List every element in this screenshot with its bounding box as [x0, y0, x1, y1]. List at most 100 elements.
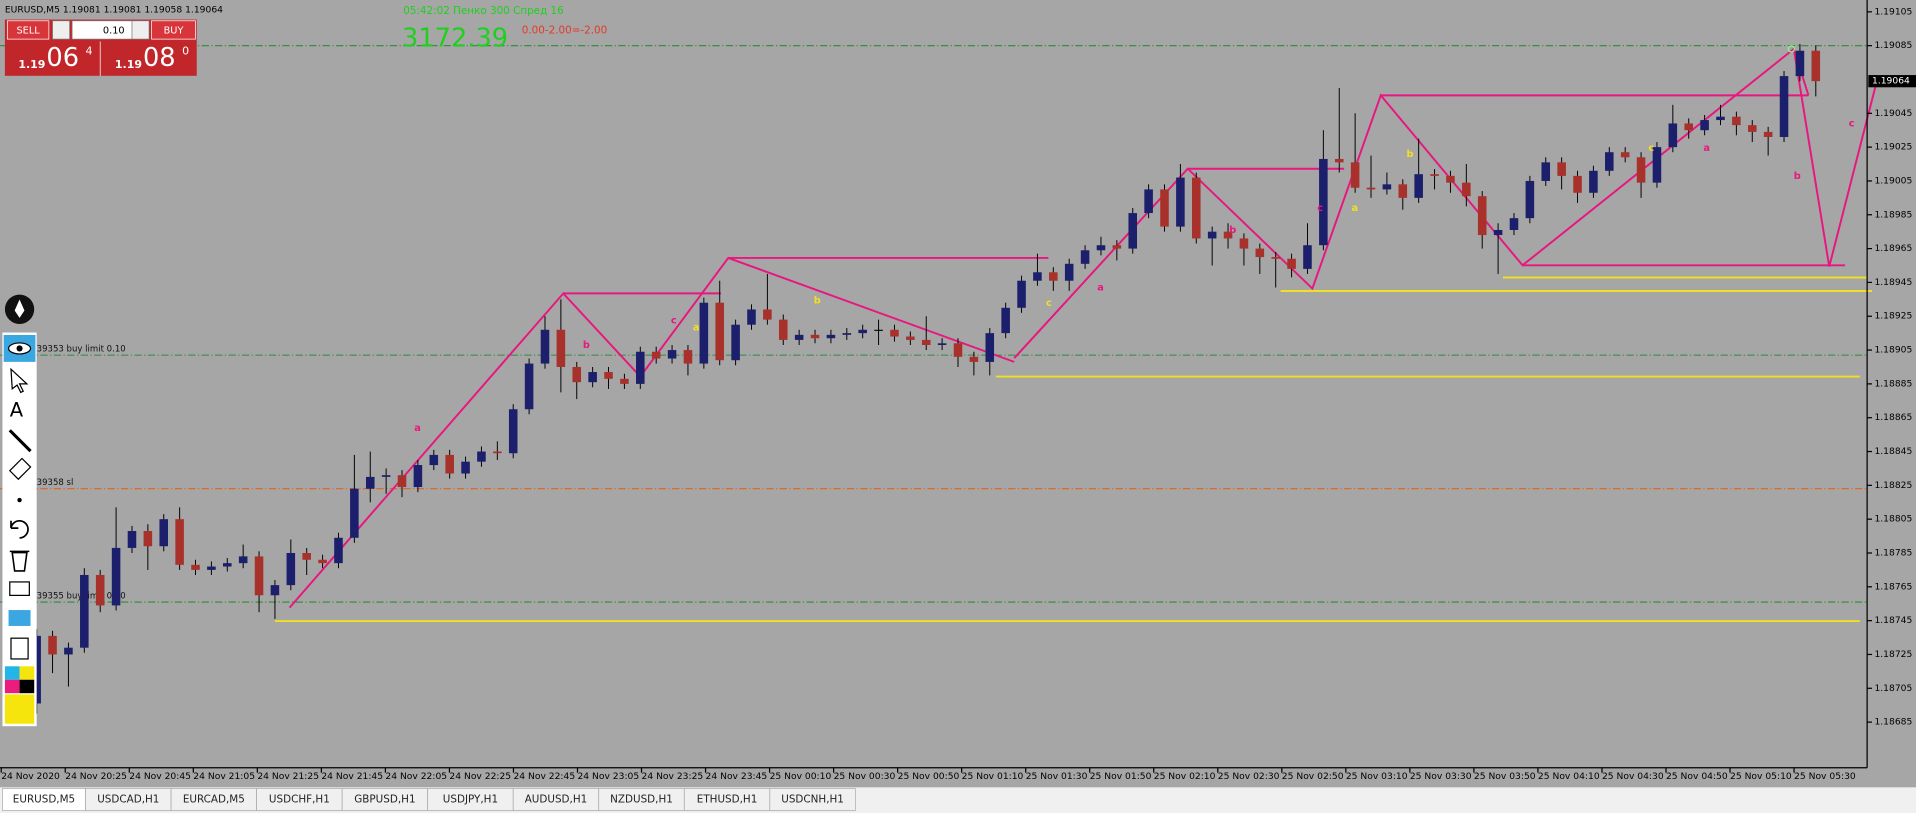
x-tick-label: 24 Nov 22:45 [513, 771, 575, 782]
x-tick-label: 25 Nov 03:30 [1410, 771, 1472, 782]
y-tick-label: 1.19025 [1874, 142, 1912, 153]
candle-body [302, 552, 311, 560]
color-cyan[interactable] [4, 666, 20, 680]
candle-body [1668, 123, 1678, 148]
candle-body [397, 475, 407, 488]
candle-body [810, 334, 820, 339]
candle-body [906, 336, 915, 340]
symbol-tab-label[interactable]: EURCAD,M5 [183, 794, 245, 806]
lot-value[interactable]: 0.10 [103, 26, 125, 37]
x-tick-label: 24 Nov 23:25 [642, 771, 704, 782]
symbol-tab-label[interactable]: USDCHF,H1 [269, 794, 330, 806]
candle-body [763, 309, 772, 320]
symbol-tab-label[interactable]: USDJPY,H1 [443, 794, 498, 806]
sell-button[interactable] [6, 20, 50, 40]
candle-body [477, 451, 486, 462]
candle-body [461, 461, 470, 474]
candle-body [1620, 152, 1630, 158]
bid-prefix: 1.19 [18, 58, 45, 71]
x-tick-label: 25 Nov 01:10 [962, 771, 1024, 782]
wave-label: a [693, 323, 700, 334]
candle-body [1207, 231, 1217, 239]
candle-body [1573, 175, 1582, 193]
lot-increase[interactable] [131, 20, 150, 40]
delete-tool[interactable] [9, 550, 30, 572]
x-tick-label: 25 Nov 00:50 [898, 771, 960, 782]
symbol-tab[interactable] [769, 788, 856, 811]
candle-body [1605, 152, 1614, 171]
symbol-tab-label[interactable]: EURUSD,M5 [13, 794, 75, 806]
x-tick-label: 24 Nov 2020 [1, 771, 60, 782]
sell-label[interactable]: SELL [16, 26, 40, 37]
candle-body [64, 647, 73, 655]
candle-body [1509, 218, 1519, 230]
candle-body [286, 552, 296, 586]
lot-decrease[interactable] [52, 20, 71, 40]
camera-tool[interactable] [8, 610, 31, 626]
buy-label[interactable]: BUY [164, 26, 184, 37]
candle-body [1430, 174, 1439, 176]
balance: 3172.39 [402, 24, 508, 54]
eraser-tool[interactable] [8, 457, 32, 481]
candle-body [1271, 257, 1280, 259]
cursor-tool[interactable] [10, 367, 29, 394]
candle-body [953, 343, 963, 357]
x-tick-label: 24 Nov 21:25 [257, 771, 319, 782]
candle-body [1811, 50, 1821, 82]
symbol-tab-label[interactable]: NZDUSD,H1 [610, 794, 673, 806]
candle-body [429, 454, 439, 466]
candle-body [1684, 123, 1693, 131]
candle-body [381, 475, 391, 477]
candle-body [1144, 189, 1153, 214]
color-magenta[interactable] [4, 679, 20, 694]
candle-body [524, 363, 534, 410]
symbol-tab-label[interactable]: USDCAD,H1 [97, 794, 159, 806]
candle-body [1779, 76, 1789, 137]
drawings [274, 47, 1877, 623]
candle-body [747, 309, 756, 325]
symbol-tab-label[interactable]: ETHUSD,H1 [697, 794, 758, 806]
candle-body [334, 537, 343, 564]
symbol-tab-label[interactable]: GBPUSD,H1 [354, 794, 415, 806]
y-tick-label: 1.18745 [1874, 615, 1912, 626]
line-tool[interactable] [8, 429, 32, 453]
candle-body [1652, 147, 1662, 183]
candle-body [1223, 231, 1233, 239]
clipboard-tool[interactable] [10, 637, 29, 660]
toolbar-bg [2, 332, 37, 727]
x-tick-label: 25 Nov 04:10 [1538, 771, 1600, 782]
candle-body [1732, 116, 1741, 126]
candle-body [1334, 158, 1344, 163]
drawing-toolbar: A [2, 294, 37, 727]
candle-body [1112, 245, 1122, 249]
screen-tool[interactable] [9, 581, 30, 596]
candle-body [1192, 177, 1201, 239]
candle-body [1398, 184, 1408, 198]
color-current[interactable] [4, 694, 35, 724]
text-tool[interactable]: A [10, 398, 24, 421]
candle-body [365, 476, 375, 489]
symbol-tab-label[interactable]: USDCNH,H1 [781, 794, 844, 806]
color-yellow[interactable] [19, 666, 35, 680]
current-price-label: 1.19064 [1872, 76, 1910, 87]
symbol-tab-label[interactable]: AUDUSD,H1 [525, 794, 588, 806]
dot-tool[interactable] [17, 497, 22, 503]
x-tick-label: 25 Nov 02:30 [1218, 771, 1280, 782]
buy-button[interactable] [151, 20, 196, 40]
x-tick-label: 24 Nov 21:05 [193, 771, 255, 782]
candle-body [1033, 272, 1042, 281]
candle-body [175, 519, 184, 565]
y-tick-label: 1.18925 [1874, 311, 1912, 322]
x-tick-label: 25 Nov 02:10 [1154, 771, 1216, 782]
candle-body [493, 451, 502, 454]
wave-label: c [1317, 203, 1323, 214]
wave-label: a [1351, 203, 1358, 214]
candle-body [159, 519, 169, 547]
y-tick-label: 1.18845 [1874, 446, 1912, 457]
color-black[interactable] [19, 679, 35, 694]
undo-tool[interactable] [10, 519, 29, 539]
candle-body [683, 350, 693, 364]
candle-body [1636, 157, 1646, 183]
wave-label: b [1229, 225, 1236, 236]
candle-body [1001, 307, 1010, 334]
